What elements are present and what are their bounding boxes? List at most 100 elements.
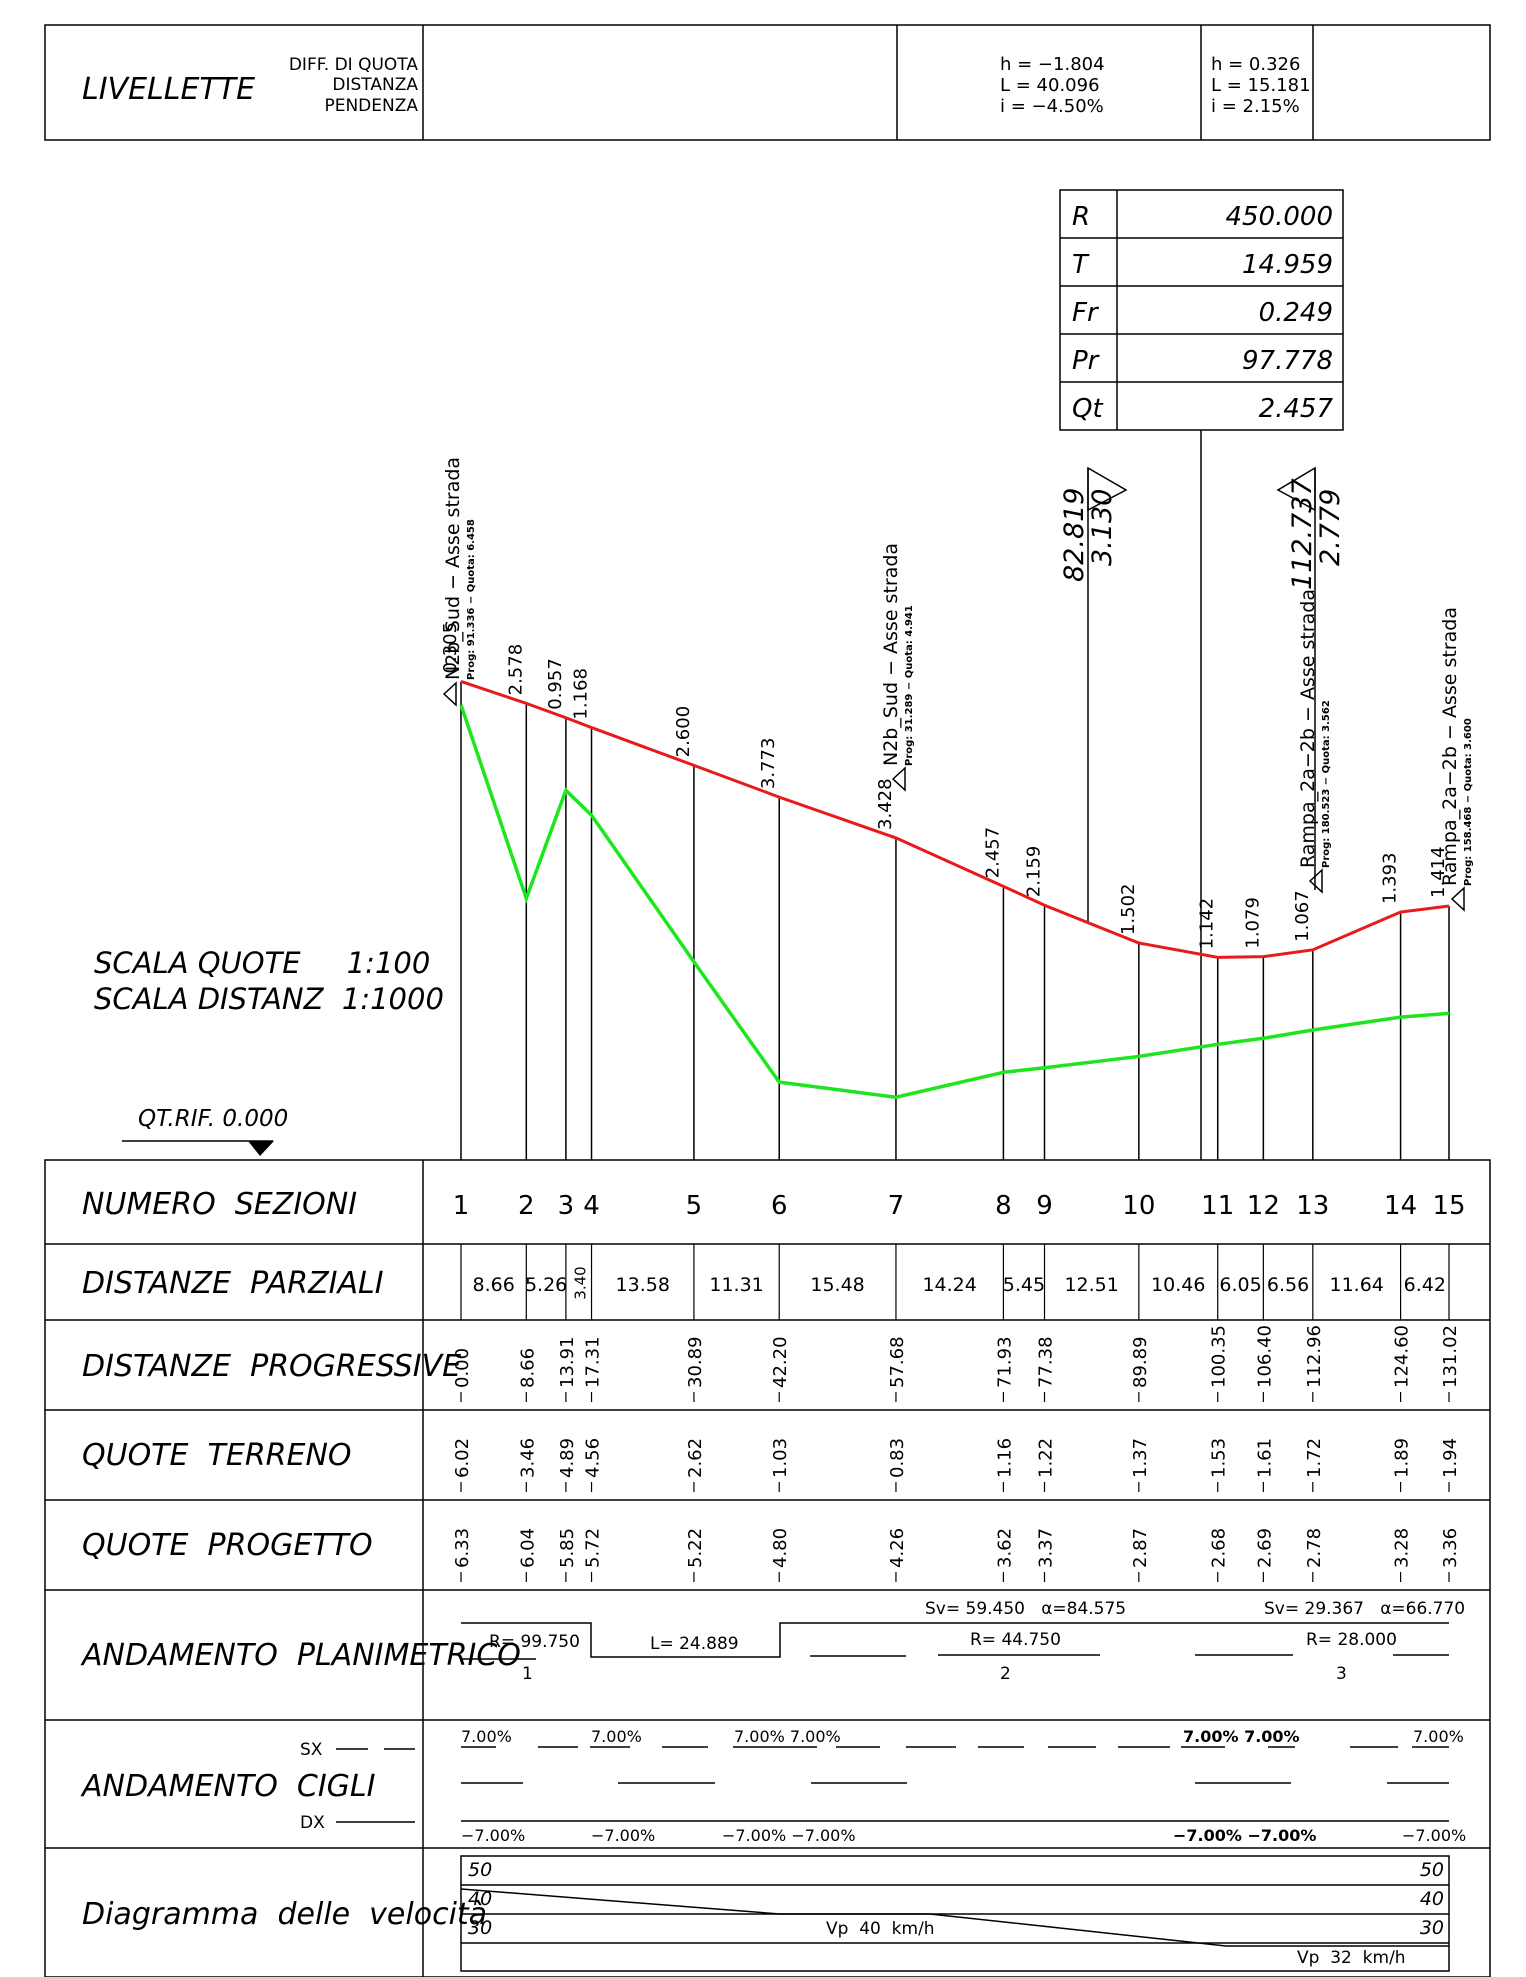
section-number-10: 10 <box>1122 1191 1155 1221</box>
section-number-3: 3 <box>558 1191 575 1221</box>
cigli-dx-2: −7.00% <box>591 1826 655 1845</box>
progetto-value-11: 2.68 <box>1209 1528 1230 1568</box>
curve-R-value: 450.000 <box>1225 202 1333 232</box>
section-number-2: 2 <box>518 1191 535 1221</box>
progressive-value-4: 17.31 <box>583 1336 604 1388</box>
curve-Pr-value: 97.778 <box>1242 346 1333 376</box>
section-number-9: 9 <box>1036 1191 1053 1221</box>
ground-profile-line <box>459 704 1450 1100</box>
curve-Qt-key: Qt <box>1072 394 1103 424</box>
row-label-planimetrico: ANDAMENTO PLANIMETRICO <box>80 1638 521 1673</box>
progetto-value-8: 3.62 <box>994 1528 1015 1568</box>
progressive-value-3: 13.91 <box>557 1336 578 1388</box>
cigli-dx-3: −7.00% −7.00% <box>722 1826 856 1845</box>
progetto-value-4: 5.72 <box>583 1528 604 1568</box>
terreno-value-5: 2.62 <box>685 1438 706 1478</box>
partial-distance-13: 11.64 <box>1329 1274 1383 1296</box>
cigli-dx-5: −7.00% <box>1402 1826 1466 1845</box>
slope2-L: L = 15.181 <box>1211 75 1311 96</box>
fill-label-3: 0.957 <box>545 658 566 710</box>
cigli-sx-1: 7.00% <box>461 1727 512 1746</box>
data-table-grid <box>44 1159 1491 1977</box>
partial-distance-12: 6.56 <box>1267 1274 1309 1296</box>
vertex1-quota: 3.130 <box>1087 489 1118 566</box>
section-number-5: 5 <box>686 1191 703 1221</box>
progressive-value-2: 8.66 <box>517 1348 538 1388</box>
progressive-value-1: 0.00 <box>452 1348 473 1388</box>
curve-R-key: R <box>1072 202 1090 232</box>
velocita-diagram <box>460 1855 1450 1972</box>
progetto-value-9: 3.37 <box>1036 1528 1057 1568</box>
progressive-value-6: 42.20 <box>770 1336 791 1388</box>
progressive-value-14: 124.60 <box>1392 1325 1413 1388</box>
table-cells: 1 0.00 6.02 6.33 2 8.66 3.46 6.04 3 13.91 4.89 5.85… <box>452 1191 1466 1582</box>
scala-quote: SCALA QUOTE 1:100 <box>94 946 430 980</box>
row-label-cigli: ANDAMENTO CIGLI <box>80 1769 376 1804</box>
fill-label-7: 3.428 <box>875 778 896 830</box>
row-label-velocita: Diagramma delle velocità <box>82 1897 487 1932</box>
section-number-8: 8 <box>995 1191 1012 1221</box>
junction3-sub: Prog: 180.523 − Quota: 3.562 <box>1321 700 1332 868</box>
label-distanza: DISTANZA <box>332 75 418 95</box>
partial-distance-10: 10.46 <box>1151 1274 1205 1296</box>
junction2-sub: Prog: 31.289 − Quota: 4.941 <box>904 605 915 766</box>
slope1-h: h = −1.804 <box>1000 54 1105 75</box>
plan-curve3-R: R= 28.000 <box>1306 1630 1397 1650</box>
partial-distance-9: 12.51 <box>1064 1274 1118 1296</box>
planimetrico-diagram <box>461 1622 1449 1660</box>
terreno-value-1: 6.02 <box>452 1438 473 1478</box>
partial-distance-2: 5.26 <box>525 1274 567 1296</box>
plan-curve3-num: 3 <box>1336 1664 1347 1684</box>
progressive-value-7: 57.68 <box>887 1336 908 1388</box>
curve-T-value: 14.959 <box>1242 250 1333 280</box>
curve-Pr-key: Pr <box>1072 346 1101 376</box>
terreno-value-9: 1.22 <box>1036 1438 1057 1478</box>
progressive-value-11: 100.35 <box>1209 1325 1230 1388</box>
terreno-value-11: 1.53 <box>1209 1438 1230 1478</box>
row-label-numero: NUMERO SEZIONI <box>82 1187 357 1222</box>
row-label-terreno: QUOTE TERRENO <box>82 1438 352 1473</box>
progetto-value-14: 3.28 <box>1392 1528 1413 1568</box>
plan-curve2-num: 2 <box>1000 1664 1011 1684</box>
section-number-14: 14 <box>1384 1191 1417 1221</box>
partial-distance-8: 5.45 <box>1003 1274 1045 1296</box>
progetto-value-3: 5.85 <box>557 1528 578 1568</box>
terreno-value-13: 1.72 <box>1304 1438 1325 1478</box>
curve-T-key: T <box>1072 250 1090 280</box>
scala-distanze: SCALA DISTANZ 1:1000 <box>94 982 444 1016</box>
progressive-value-10: 89.89 <box>1130 1336 1151 1388</box>
junction1-name: N2b_Sud − Asse strada <box>442 457 464 680</box>
progetto-value-10: 2.87 <box>1130 1528 1151 1568</box>
design-profile-line <box>460 680 1450 959</box>
fill-label-13: 1.067 <box>1292 890 1313 942</box>
vertex2-quota: 2.779 <box>1315 489 1346 566</box>
fill-label-2: 2.578 <box>505 644 526 696</box>
terreno-value-10: 1.37 <box>1130 1438 1151 1478</box>
slope1-i: i = −4.50% <box>1000 96 1104 117</box>
fill-label-9: 2.159 <box>1024 846 1045 898</box>
terreno-value-3: 4.89 <box>557 1438 578 1478</box>
velocita-level-30-left: 30 <box>468 1917 492 1939</box>
cigli-dx-1: −7.00% <box>461 1826 525 1845</box>
label-diff-quota: DIFF. DI QUOTA <box>289 55 419 75</box>
curve-Fr-key: Fr <box>1072 298 1100 328</box>
velocita-vp2: Vp 32 km/h <box>1297 1948 1406 1968</box>
fill-label-15: 1.414 <box>1428 846 1449 898</box>
fill-label-12: 1.079 <box>1242 897 1263 949</box>
velocita-level-40-right: 40 <box>1420 1888 1444 1910</box>
progressive-value-13: 112.96 <box>1304 1325 1325 1388</box>
progressive-value-15: 131.02 <box>1440 1325 1461 1388</box>
velocita-level-50-right: 50 <box>1420 1859 1444 1881</box>
progressive-value-9: 77.38 <box>1036 1336 1057 1388</box>
row-label-dx: DX <box>300 1813 325 1833</box>
row-label-parziali: DISTANZE PARZIALI <box>82 1266 384 1301</box>
section-number-12: 12 <box>1247 1191 1280 1221</box>
section-number-15: 15 <box>1432 1191 1465 1221</box>
section-number-4: 4 <box>583 1191 600 1221</box>
partial-distance-5: 11.31 <box>709 1274 763 1296</box>
junction4-sub: Prog: 158.468 − Quota: 3.600 <box>1463 718 1474 886</box>
fill-label-11: 1.142 <box>1197 898 1218 950</box>
row-label-progressive: DISTANZE PROGRESSIVE <box>82 1349 461 1384</box>
junction2-name: N2b_Sud − Asse strada <box>880 543 902 766</box>
